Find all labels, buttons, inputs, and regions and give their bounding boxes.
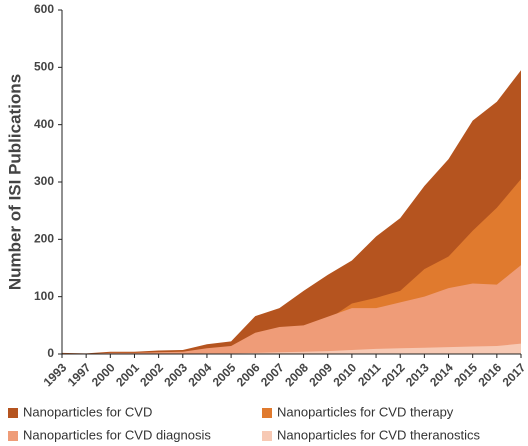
legend-label: Nanoparticles for CVD bbox=[23, 404, 152, 419]
y-tick-label: 300 bbox=[34, 174, 54, 188]
x-tick-label: 2013 bbox=[403, 360, 432, 389]
y-axis-title: Number of ISI Publications bbox=[5, 74, 24, 290]
legend-label: Nanoparticles for CVD diagnosis bbox=[23, 427, 211, 442]
x-tick-label: 2002 bbox=[137, 360, 166, 389]
y-tick-label: 200 bbox=[34, 232, 54, 246]
x-tick-label: 2011 bbox=[355, 360, 384, 389]
x-tick-label: 2005 bbox=[210, 360, 239, 389]
y-tick-label: 600 bbox=[34, 2, 54, 16]
legend-label: Nanoparticles for CVD theranostics bbox=[277, 427, 481, 442]
x-tick-label: 2010 bbox=[330, 360, 359, 389]
area bbox=[62, 70, 521, 354]
x-tick-label: 2017 bbox=[500, 360, 528, 389]
legend-label: Nanoparticles for CVD therapy bbox=[277, 404, 454, 419]
x-tick-label: 2006 bbox=[234, 360, 263, 389]
x-tick-label: 2000 bbox=[89, 360, 118, 389]
x-tick-label: 2008 bbox=[282, 360, 311, 389]
legend-swatch bbox=[262, 431, 272, 441]
y-tick-label: 0 bbox=[47, 346, 54, 360]
x-tick-label: 2015 bbox=[451, 360, 480, 389]
x-tick-label: 2012 bbox=[379, 360, 408, 389]
x-tick-label: 2014 bbox=[427, 360, 456, 389]
legend-swatch bbox=[8, 408, 18, 418]
x-tick-label: 2007 bbox=[258, 360, 287, 389]
area bbox=[62, 343, 521, 354]
x-tick-label: 1997 bbox=[65, 360, 94, 389]
x-tick-label: 2003 bbox=[161, 360, 190, 389]
x-tick-label: 2004 bbox=[186, 360, 215, 389]
x-tick-label: 2009 bbox=[306, 360, 335, 389]
x-tick-label: 2016 bbox=[475, 360, 504, 389]
legend-swatch bbox=[8, 431, 18, 441]
x-tick-label: 1993 bbox=[41, 360, 70, 389]
y-tick-label: 500 bbox=[34, 60, 54, 74]
x-tick-label: 2001 bbox=[113, 360, 142, 389]
legend-swatch bbox=[262, 408, 272, 418]
area bbox=[62, 265, 521, 354]
y-tick-label: 100 bbox=[34, 289, 54, 303]
y-tick-label: 400 bbox=[34, 117, 54, 131]
